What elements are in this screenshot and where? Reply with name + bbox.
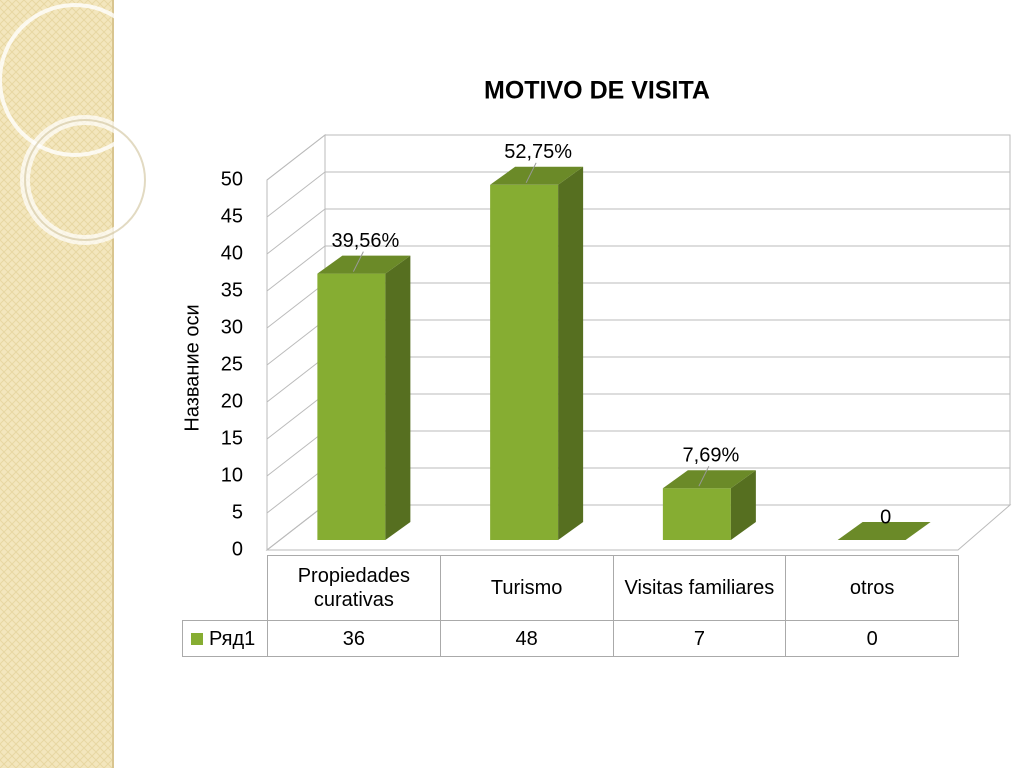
grid-line [266,134,1010,181]
label-leader [698,465,710,487]
bar-top [490,166,584,185]
table-value: 0 [785,620,959,657]
table-category: Propiedades curativas [267,555,441,621]
bar-side [730,470,756,540]
bar-front [490,184,559,541]
label-leader [525,162,537,184]
bar-front [317,273,386,540]
table-value: 7 [612,620,787,657]
y-tick-label: 35 [221,279,243,301]
grid-line [266,171,1010,218]
bar-side [558,166,584,541]
data-label: 7,69% [683,444,740,466]
bar-front [662,488,731,540]
y-tick-label: 50 [221,168,243,190]
y-tick-label: 30 [221,316,243,338]
decor-strip [0,0,152,768]
table-category: Visitas familiares [612,555,787,621]
y-tick-label: 25 [221,353,243,375]
legend-label: Ряд1 [209,627,256,650]
table-legend: Ряд1 [182,620,268,657]
legend-key [191,632,203,645]
y-tick-label: 45 [221,205,243,227]
grid-line [266,245,1010,292]
table-category: otros [785,555,959,621]
data-label: 52,75% [504,141,572,163]
label-leader [352,251,364,272]
table-value: 36 [267,620,441,657]
y-tick-label: 5 [232,501,243,523]
data-label: 0 [880,506,891,528]
bar-top [317,255,411,274]
table-category: Turismo [439,555,614,621]
grid-line [266,208,1010,255]
bar-top [837,522,931,540]
y-tick-label: 0 [232,538,243,560]
y-tick-label: 40 [221,242,243,264]
y-tick-label: 10 [221,464,243,486]
data-label: 39,56% [331,230,399,252]
y-tick-label: 15 [221,427,243,449]
bar-side [385,255,411,540]
y-axis-label: Название оси [181,304,203,431]
bar-top [662,470,756,489]
y-tick-label: 20 [221,390,243,412]
table-value: 48 [439,620,614,657]
chart-title: MOTIVO DE VISITA [484,77,710,105]
